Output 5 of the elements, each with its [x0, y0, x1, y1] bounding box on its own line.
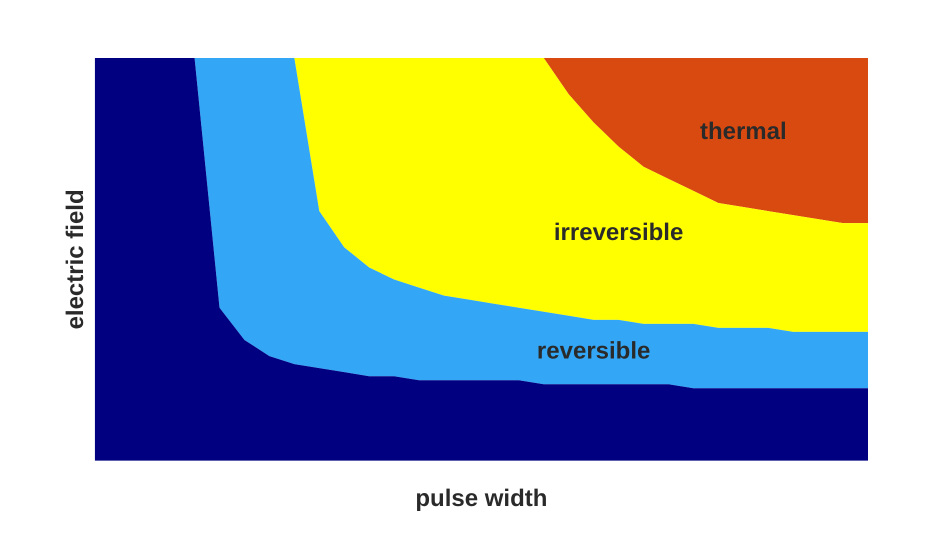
x-axis-title: pulse width	[415, 485, 548, 512]
series-label: thermal	[700, 118, 787, 146]
series-label: reversible	[536, 338, 650, 365]
y-axis-title: electric field	[62, 189, 90, 330]
series-label: irreversible	[554, 218, 684, 246]
